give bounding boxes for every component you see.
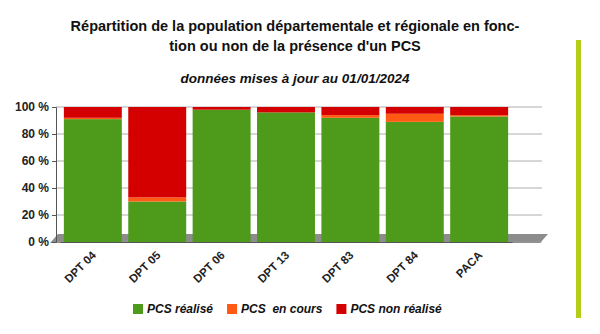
- legend-swatch: [227, 304, 237, 314]
- x-axis-line: [61, 242, 513, 243]
- title: tion ou non de la présence d'un PCS: [169, 38, 421, 54]
- legend-item: PCS non réalisé: [336, 302, 442, 316]
- bar-segment: [386, 114, 444, 122]
- y-axis: 0 % 20 % 40 % 60 % 80 % 100 %: [15, 100, 57, 249]
- x-axis: DPT 04 DPT 05 DPT 06 DPT 13 DPT 83 DPT 84 PACA: [61, 242, 513, 285]
- legend-item: PCS en cours: [227, 302, 323, 316]
- bar-segment: [257, 107, 315, 112]
- bar-segment: [386, 107, 444, 114]
- legend-item: PCS réalisé: [133, 302, 213, 316]
- x-tick-label: DPT 06: [191, 249, 227, 285]
- x-tick: PACA: [454, 242, 485, 280]
- y-tick-mark: [52, 242, 56, 243]
- x-tick: DPT 84: [384, 242, 420, 285]
- x-tick: DPT 06: [191, 242, 227, 285]
- y-tick: 60 %: [22, 154, 56, 168]
- grid: [56, 107, 542, 242]
- legend: PCS réalisé PCS en cours PCS non réalisé: [133, 302, 442, 316]
- bar-segment: [321, 115, 379, 118]
- x-tick-label: DPT 04: [62, 249, 98, 285]
- x-tick: DPT 83: [320, 242, 356, 285]
- x-tick: DPT 05: [127, 242, 163, 285]
- x-tick-label: PACA: [454, 249, 485, 280]
- bar-segment: [450, 107, 508, 115]
- bar-segment: [257, 112, 315, 242]
- x-tick-label: DPT 84: [384, 249, 420, 285]
- y-tick-label: 40 %: [22, 181, 50, 195]
- x-tick: DPT 04: [62, 242, 98, 285]
- bar-segment: [450, 116, 508, 242]
- legend-label: PCS en cours: [241, 302, 323, 316]
- y-tick: 100 %: [15, 100, 56, 114]
- y-tick-label: 100 %: [15, 100, 49, 114]
- legend-swatch: [133, 304, 143, 314]
- bar-segment: [193, 110, 251, 242]
- bar-segment: [64, 107, 122, 118]
- x-tick-label: DPT 13: [255, 249, 291, 285]
- y-tick-label: 0 %: [28, 235, 49, 249]
- y-axis-line: [52, 108, 57, 243]
- legend-swatch: [336, 304, 346, 314]
- bar-segment: [64, 119, 122, 242]
- legend-label: PCS non réalisé: [350, 302, 442, 316]
- bar-segment: [128, 197, 186, 201]
- y-tick-label: 60 %: [22, 154, 50, 168]
- y-tick-mark: [52, 107, 56, 108]
- y-tick: 40 %: [22, 181, 56, 195]
- side-decoration: [576, 40, 581, 318]
- y-tick: 80 %: [22, 127, 56, 141]
- x-tick-label: DPT 83: [320, 249, 356, 285]
- x-tick-label: DPT 05: [127, 249, 163, 285]
- bar-segment: [128, 107, 186, 197]
- x-tick: DPT 13: [255, 242, 291, 285]
- bar-segment: [321, 107, 379, 115]
- y-tick: 20 %: [22, 208, 56, 222]
- bar-segment: [128, 202, 186, 243]
- legend-label: PCS réalisé: [147, 302, 213, 316]
- bar-segment: [450, 115, 508, 116]
- y-tick: 0 %: [28, 235, 56, 249]
- bar-segment: [64, 118, 122, 119]
- y-tick-mark: [52, 188, 56, 189]
- y-tick-label: 20 %: [22, 208, 50, 222]
- chart: Répartition de la population département…: [0, 0, 600, 334]
- y-tick-mark: [52, 134, 56, 135]
- bar-segment: [386, 122, 444, 242]
- y-tick-mark: [52, 161, 56, 162]
- title: Répartition de la population département…: [71, 18, 520, 34]
- bar-segment: [321, 118, 379, 242]
- y-tick-label: 80 %: [22, 127, 50, 141]
- bars: [64, 107, 508, 242]
- y-tick-mark: [52, 215, 56, 216]
- bar-segment: [193, 107, 251, 110]
- subtitle: données mises à jour au 01/01/2024: [181, 71, 410, 86]
